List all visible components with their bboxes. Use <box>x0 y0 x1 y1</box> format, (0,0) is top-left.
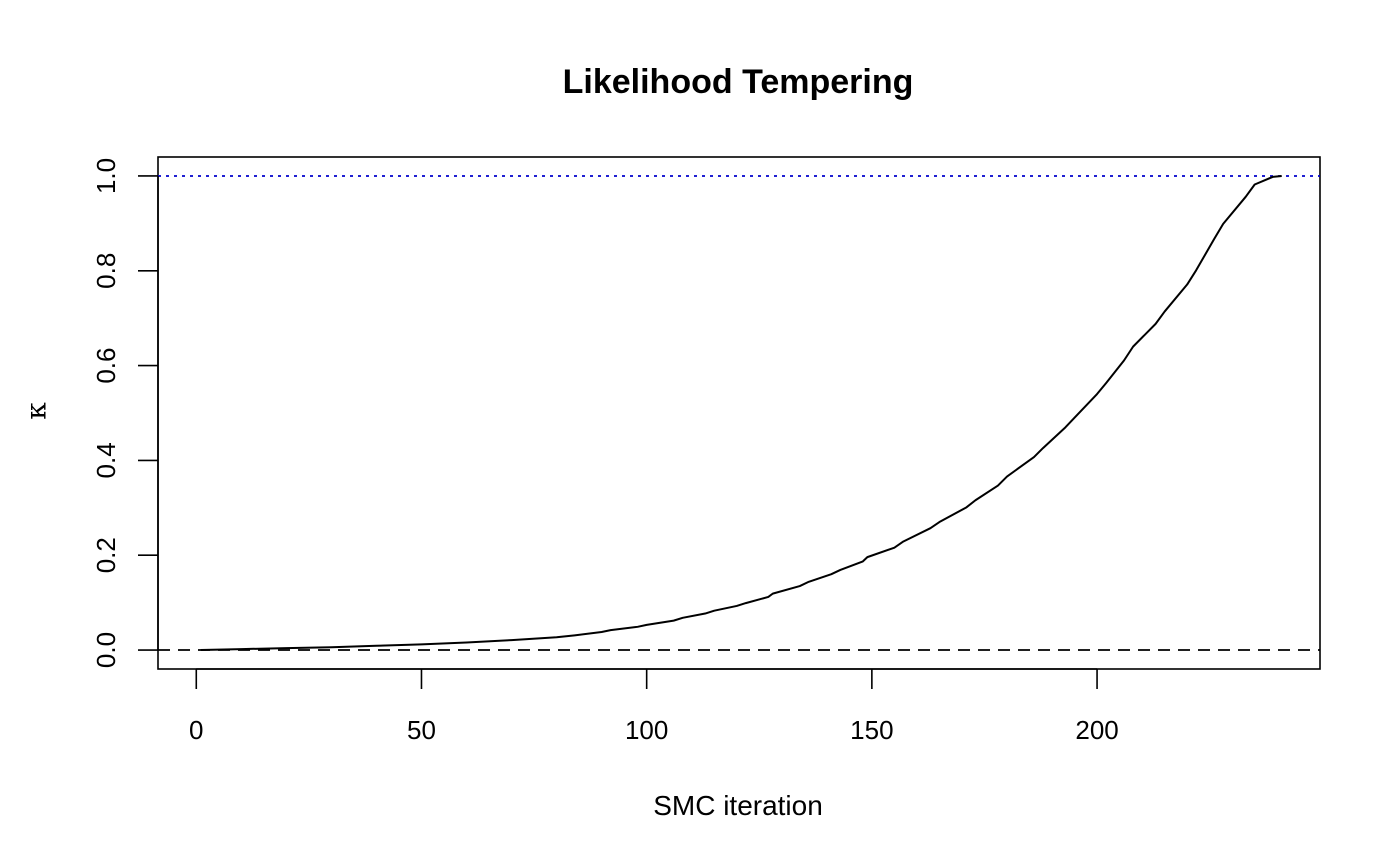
series-line-0 <box>200 174 1282 652</box>
x-axis: 0 50 100 150 200 <box>189 668 1119 745</box>
x-tick-label: 100 <box>625 715 668 745</box>
y-axis-label: κ <box>20 402 53 420</box>
x-tick-label: 200 <box>1075 715 1118 745</box>
y-tick-label: 0.4 <box>91 442 121 478</box>
series-layer <box>200 174 1282 652</box>
y-tick-label: 0.0 <box>91 632 121 668</box>
y-axis: 0.0 0.2 0.4 0.6 0.8 1.0 <box>91 158 159 668</box>
y-tick-label: 0.2 <box>91 537 121 573</box>
x-tick-label: 150 <box>850 715 893 745</box>
x-axis-label: SMC iteration <box>653 790 823 821</box>
y-tick-label: 0.6 <box>91 348 121 384</box>
x-tick-label: 50 <box>407 715 436 745</box>
x-tick-label: 0 <box>189 715 203 745</box>
reference-lines <box>158 175 1320 651</box>
y-tick-label: 0.8 <box>91 253 121 289</box>
plot-frame <box>157 156 1321 670</box>
y-tick-label: 1.0 <box>91 158 121 194</box>
chart-title: Likelihood Tempering <box>563 63 914 101</box>
